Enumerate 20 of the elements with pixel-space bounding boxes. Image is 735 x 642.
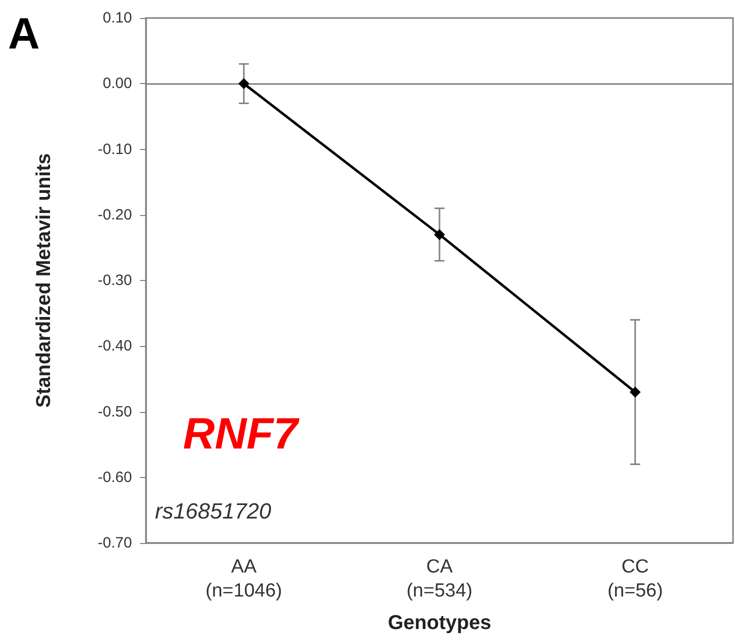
text: A bbox=[8, 10, 40, 58]
x-tick-label: CA (n=534) bbox=[406, 556, 473, 602]
x-axis-title: Genotypes bbox=[388, 612, 492, 634]
y-tick-label: -0.70 bbox=[98, 534, 132, 552]
y-tick-label: 0.00 bbox=[102, 75, 132, 92]
point bbox=[238, 78, 250, 90]
annotation: rs16851720 bbox=[155, 498, 272, 524]
x-tick-label: AA (n=1046) bbox=[206, 556, 282, 602]
y-tick-label: -0.30 bbox=[98, 272, 132, 289]
annotation: RNF7 bbox=[183, 410, 300, 458]
y-axis-title: Standardized Metavir units bbox=[33, 153, 55, 408]
y-tick-label: -0.40 bbox=[98, 338, 132, 355]
y-tick-label: -0.50 bbox=[98, 403, 132, 420]
x-tick-label: CC (n=56) bbox=[607, 556, 663, 602]
y-tick-label: -0.20 bbox=[98, 206, 132, 224]
point bbox=[630, 386, 641, 398]
y-tick-label: 0.10 bbox=[102, 10, 132, 26]
y-tick-label: -0.10 bbox=[98, 140, 132, 158]
point bbox=[434, 229, 445, 240]
y-tick-label: -0.60 bbox=[98, 468, 132, 486]
